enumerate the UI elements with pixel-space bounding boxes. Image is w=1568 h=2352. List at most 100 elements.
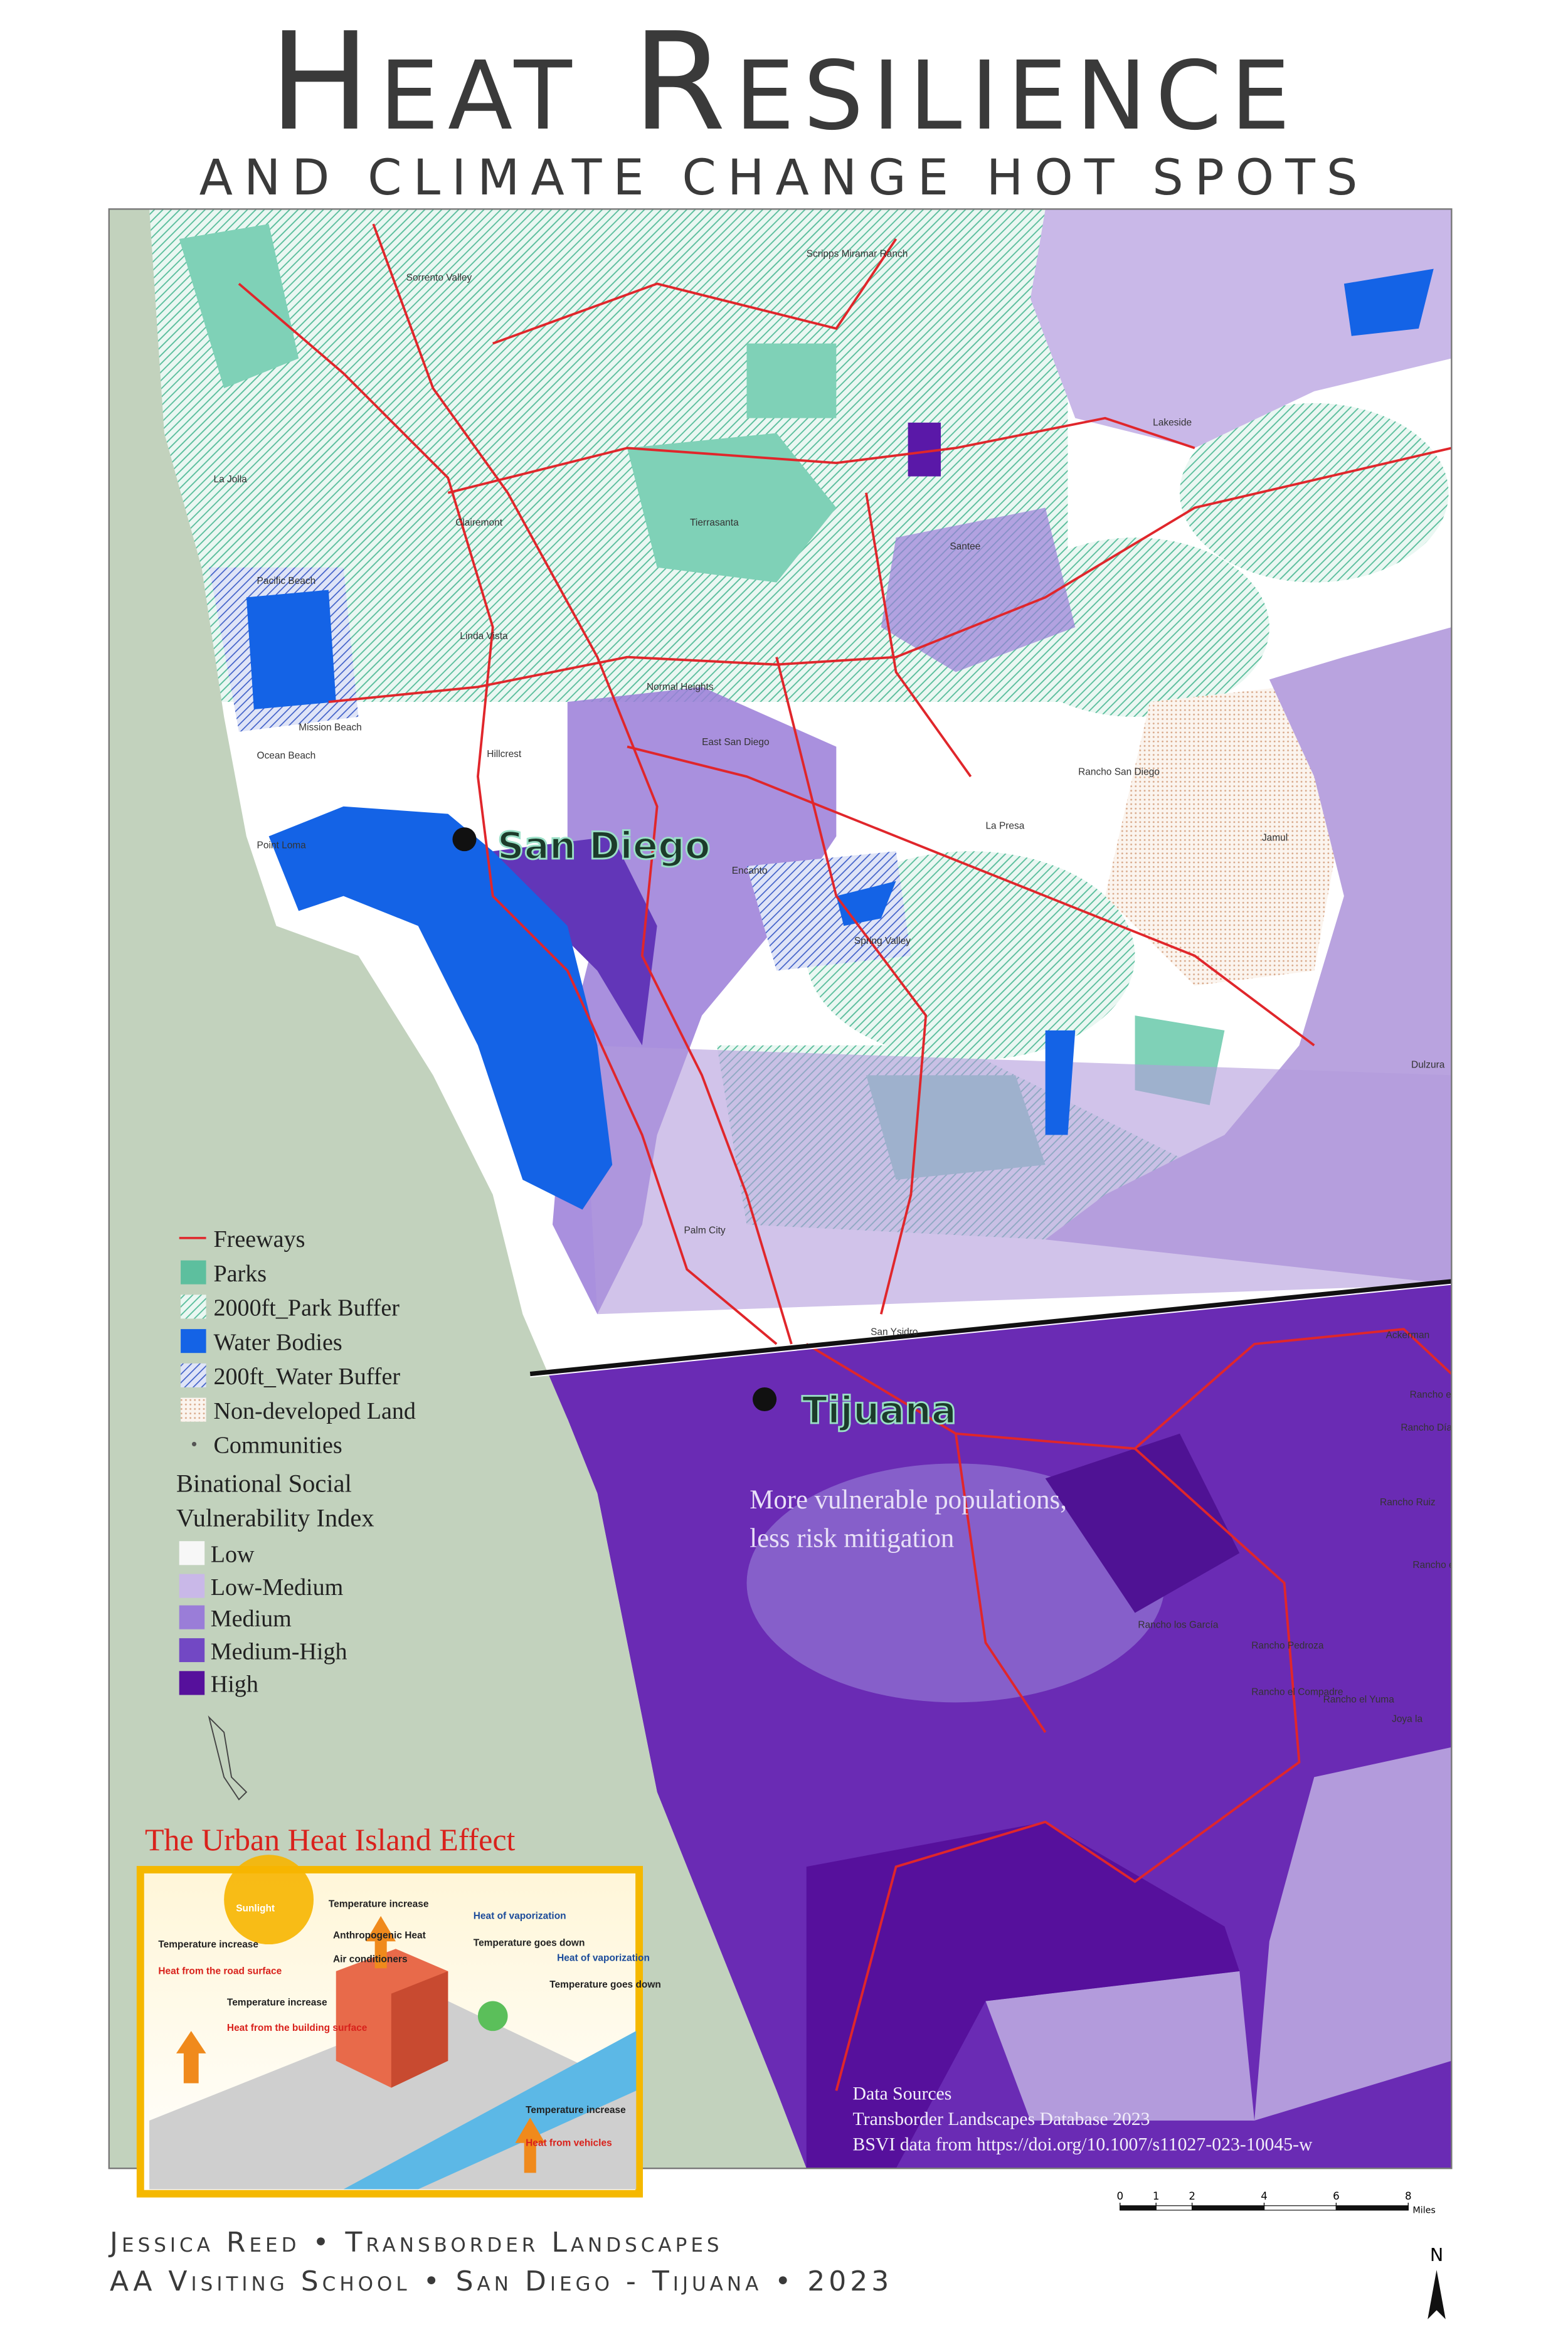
legend-swatch [181,1329,206,1353]
diagram-label: Heat of vaporization [474,1911,566,1922]
park-buffer [1179,403,1449,583]
vulnerability-low-medium [1030,209,1452,448]
diagram-label: Heat of vaporization [557,1952,650,1963]
scale-tick-label: 1 [1153,2190,1160,2202]
place-label: Rancho Pedroza [1251,1641,1324,1651]
legend-label: High [211,1671,258,1698]
scale-tick-label: 0 [1116,2190,1123,2202]
water-body [268,806,613,1210]
place-label: Rancho San Diego [1078,767,1160,778]
place-label: Dulzura [1411,1059,1445,1070]
vulnerability-low-medium [985,1971,1255,2121]
place-label: Encanto [732,866,768,876]
legend-swatch [179,1638,205,1663]
place-label: Clairemont [455,517,502,528]
data-sources: Transborder Landscapes Database 2023 [853,2109,1150,2129]
place-label: Rancho Díaz [1401,1422,1456,1433]
place-label: Ocean Beach [257,751,316,761]
legend-label: Non-developed Land [213,1398,416,1424]
vulnerability-medium-high [492,836,657,1046]
scale-tick-label: 8 [1405,2190,1412,2202]
heat-island-diagram: Sunlight Temperature increase Heat of vapo… [136,1855,661,2198]
subtitle: AND CLIMATE CHANGE HOT SPOTS [199,150,1369,206]
city-marker [452,827,477,852]
water-body [1343,268,1434,336]
water-body [246,590,336,709]
title: Heat Resilience [269,3,1299,161]
legend-label: Medium [211,1606,292,1632]
map-frame [108,208,1453,2169]
diagram-label: Temperature increase [227,1998,327,2008]
legend-label: Parks [213,1261,267,1287]
place-label: La Jolla [213,474,247,485]
scale-segment [1120,2205,1157,2211]
place-label: Rancho el Refugio [1410,1390,1490,1401]
place-label: Palm City [684,1226,725,1236]
legend-swatch [181,1260,206,1285]
vulnerability-low-medium [1254,1747,1452,2121]
diagram-label: Temperature increase [158,1939,258,1950]
place-label: Rancho los García [1138,1619,1219,1630]
place-label: Joya la [1392,1714,1422,1724]
tree [477,2001,508,2032]
city-label: Tijuana [802,1389,956,1433]
place-label: Jamul [1262,833,1288,844]
data-sources: BSVI data from https://doi.org/10.1007/s… [853,2134,1313,2155]
diagram-label: Heat from vehicles [526,2137,612,2148]
legend-swatch [181,1363,206,1387]
diagram-label: Heat from the road surface [158,1966,282,1977]
legend-label: Freeways [213,1226,305,1253]
vulnerability-high [1045,1433,1240,1613]
place-label: Lakeside [1153,418,1192,428]
place-label: La Presa [985,820,1024,831]
diagram-label: Temperature increase [526,2105,626,2116]
place-label: Rancho el Rubio [1412,1560,1484,1571]
park-buffer [1000,538,1269,717]
place-label: Spring Valley [854,936,911,946]
ocean [109,209,807,2169]
place-label: Rancho el Yuma [1323,1694,1395,1705]
place-label: East San Diego [702,737,770,748]
legend-swatch [179,1605,205,1629]
scale-tick-label: 6 [1333,2190,1340,2202]
park [746,343,837,418]
north-label: N [1430,2244,1443,2265]
place-label: Rancho Ruiz [1380,1497,1436,1508]
legend-label: Low-Medium [211,1574,344,1601]
scale-segment [1335,2205,1409,2211]
scale-segment [1192,2205,1265,2211]
diagram-title: The Urban Heat Island Effect [145,1822,516,1857]
arrow [515,2117,546,2173]
scale-tick-label: 4 [1261,2190,1268,2202]
island [208,1715,248,1801]
annotation: More vulnerable populations, [750,1485,1067,1515]
annotation: less risk mitigation [750,1524,954,1554]
diagram-label: Temperature goes down [549,1979,661,1990]
place-label: Mission Beach [299,722,362,733]
legend-label: Water Bodies [213,1329,342,1355]
footer-line: AA Visiting School • San Diego - Tijuana… [110,2265,893,2297]
freeways [238,223,1452,2091]
place-label: San Ysidro [871,1327,918,1338]
legend-label: Communities [213,1433,342,1459]
footer-line: Jessica Reed • Transborder Landscapes [108,2227,723,2259]
legend-label: 2000ft_Park Buffer [213,1295,400,1322]
place-label: Sorrento Valley [406,273,472,283]
border [530,1283,1452,1378]
diagram-label: Temperature goes down [474,1937,585,1948]
place-label: Normal Heights [647,682,714,692]
place-label: Point Loma [257,840,307,850]
vulnerability-low-medium [582,1045,1452,1315]
building [391,1971,448,2088]
non-developed-land [1104,687,1344,986]
legend-label: Low [211,1542,255,1568]
place-label: Linda Vista [460,631,508,642]
vulnerability-high [806,1821,1240,2169]
legend: Freeways Parks 2000ft_Park Buffer Water Bod… [176,1226,416,1698]
place-label: Ackerman [1386,1330,1430,1340]
legend-heading: Binational Social [176,1470,352,1498]
legend-swatch [179,1541,205,1565]
legend-swatch [179,1574,205,1598]
